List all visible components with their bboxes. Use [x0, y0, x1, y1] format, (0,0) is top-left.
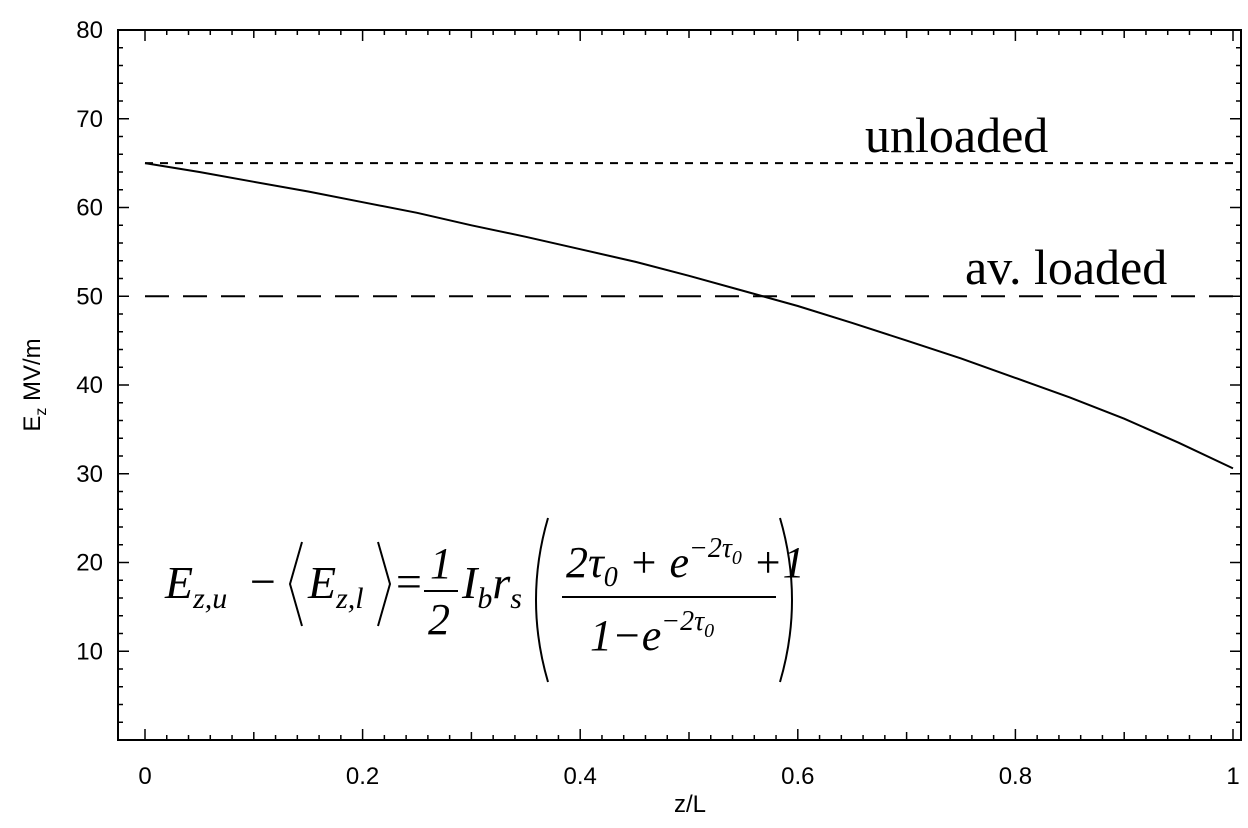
- formula-den-sup-sub: 0: [704, 620, 714, 642]
- formula-minus: −: [247, 556, 278, 607]
- x-tick-label: 0: [138, 763, 151, 790]
- formula-num-c: +1: [742, 538, 805, 587]
- x-tick-label: 0.8: [999, 763, 1032, 790]
- x-tick-label: 0.2: [346, 763, 379, 790]
- svg-text:1−e−2τ0: 1−e−2τ0: [590, 606, 714, 660]
- x-axis-label: z/L: [674, 791, 706, 818]
- formula-num-a: 2τ: [566, 538, 606, 587]
- formula-lhs-e: E: [164, 557, 193, 608]
- formula-half-den: 2: [428, 595, 450, 644]
- formula-lhs-sub: z,u: [192, 582, 227, 615]
- y-axis-label-main: E: [19, 416, 46, 432]
- x-tick-label: 0.6: [781, 763, 814, 790]
- svg-text:Ibrs: Ibrs: [461, 557, 522, 615]
- annotation-av-loaded: av. loaded: [965, 239, 1167, 295]
- formula-r: r: [492, 557, 511, 608]
- y-tick-label: 80: [76, 17, 103, 44]
- y-axis-label-unit: MV/m: [19, 338, 46, 407]
- formula-bracket-sub: z,l: [335, 582, 364, 615]
- formula-r-sub: s: [510, 582, 522, 615]
- formula: Ez,u − Ez,l = 1 2 Ibrs 2τ0 + e−2τ0 +1 1−…: [164, 517, 805, 683]
- formula-num-b: + e: [618, 538, 689, 587]
- formula-left-paren: [535, 517, 549, 683]
- y-tick-label: 70: [76, 106, 103, 133]
- formula-num-b-sup-sub: 0: [732, 547, 742, 569]
- formula-den-sup: −2τ: [661, 606, 705, 637]
- formula-i: I: [461, 557, 480, 608]
- y-axis-label-sub: z: [33, 408, 50, 416]
- y-tick-label: 20: [76, 550, 103, 577]
- formula-left-angle: [288, 541, 303, 627]
- formula-num-b-sup: −2τ: [689, 533, 733, 564]
- formula-right-angle: [377, 541, 392, 627]
- y-tick-label: 60: [76, 195, 103, 222]
- svg-text:Ez,l: Ez,l: [307, 557, 364, 615]
- svg-text:Ez,u: Ez,u: [164, 557, 227, 615]
- formula-equals: =: [393, 556, 424, 607]
- formula-bracket-e: E: [307, 557, 336, 608]
- formula-num-a-sub: 0: [604, 562, 618, 593]
- formula-i-sub: b: [477, 582, 492, 615]
- formula-den-a: 1−e: [590, 611, 661, 660]
- y-tick-label: 50: [76, 283, 103, 310]
- svg-text:2τ0 + e−2τ0 +1: 2τ0 + e−2τ0 +1: [566, 533, 805, 593]
- x-tick-labels: 0 0.2 0.4 0.6 0.8 1: [138, 763, 1239, 790]
- formula-right-paren: [779, 517, 793, 683]
- y-axis-label: Ez MV/m: [19, 338, 50, 431]
- annotation-unloaded: unloaded: [865, 107, 1048, 163]
- formula-half-num: 1: [430, 539, 452, 588]
- y-tick-labels: 10 20 30 40 50 60 70 80: [76, 17, 103, 665]
- y-tick-label: 40: [76, 372, 103, 399]
- axis-ticks: [118, 29, 1241, 741]
- x-tick-label: 1: [1226, 763, 1239, 790]
- series-line-loaded-field: [144, 162, 1234, 470]
- y-tick-label: 10: [76, 638, 103, 665]
- x-tick-label: 0.4: [564, 763, 597, 790]
- y-tick-label: 30: [76, 461, 103, 488]
